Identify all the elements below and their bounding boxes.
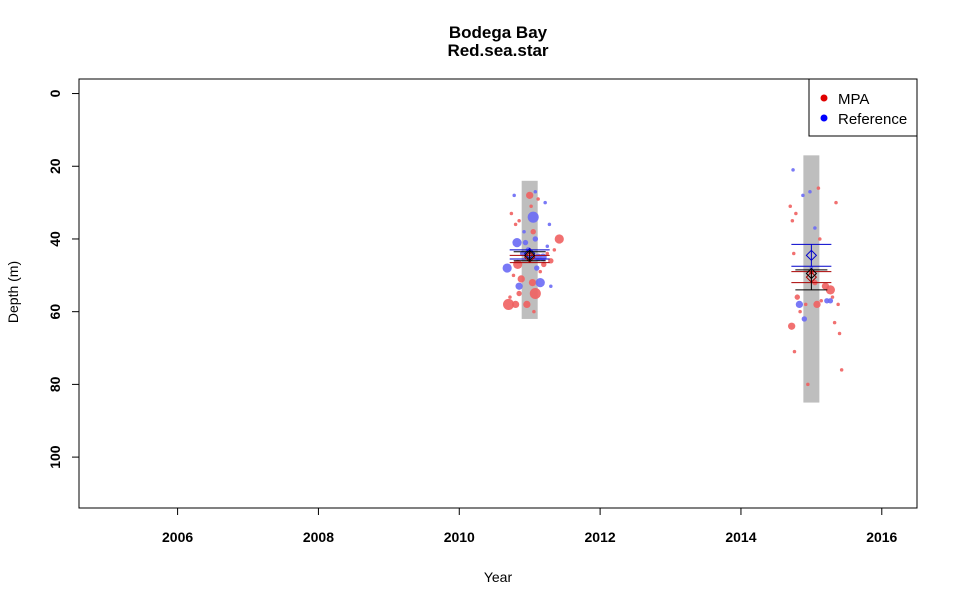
data-point xyxy=(837,331,842,336)
legend-box xyxy=(808,78,918,137)
data-point xyxy=(532,236,539,242)
data-point xyxy=(554,234,564,244)
data-point xyxy=(522,229,526,234)
data-point xyxy=(527,211,539,223)
y-tick-label: 60 xyxy=(47,304,63,320)
data-point xyxy=(792,251,796,256)
x-tick-label: 2008 xyxy=(303,529,334,545)
data-point xyxy=(532,309,536,314)
data-point xyxy=(830,295,835,299)
x-tick-label: 2006 xyxy=(162,529,193,545)
data-point xyxy=(788,204,792,208)
mean-marker xyxy=(805,267,818,280)
data-point xyxy=(511,300,520,309)
data-point xyxy=(806,382,810,387)
data-point xyxy=(819,299,823,303)
data-point xyxy=(515,282,523,290)
data-point xyxy=(549,284,553,288)
data-point xyxy=(803,302,808,307)
data-point xyxy=(836,302,840,307)
axes: 2006 2008 2010 2012 2014 2016 0 20 40 60 80 100 xyxy=(47,89,898,545)
mean-marker xyxy=(523,251,536,263)
data-point xyxy=(813,300,821,309)
y-tick-label: 40 xyxy=(47,231,63,247)
data-point xyxy=(818,237,822,241)
data-point xyxy=(543,200,547,205)
legend-reference-marker xyxy=(820,114,828,122)
data-point xyxy=(792,349,797,354)
data-point xyxy=(516,290,522,297)
chart-subtitle: Red.sea.star xyxy=(447,41,548,60)
data-point xyxy=(832,320,837,325)
data-point xyxy=(545,251,550,256)
data-point xyxy=(526,191,534,199)
data-point xyxy=(801,316,808,322)
data-point xyxy=(508,295,512,299)
data-point xyxy=(522,239,529,246)
y-tick-label: 20 xyxy=(47,158,63,174)
data-point xyxy=(536,197,540,201)
data-point xyxy=(503,298,515,310)
data-point xyxy=(513,222,518,227)
data-point xyxy=(534,265,540,271)
data-point xyxy=(535,277,545,288)
data-point xyxy=(827,298,834,304)
data-point xyxy=(813,226,817,230)
mean-marker xyxy=(523,249,536,262)
x-tick-label: 2014 xyxy=(725,529,756,545)
chart-title: Bodega Bay xyxy=(449,23,548,42)
data-point xyxy=(517,219,521,223)
data-point xyxy=(798,309,802,314)
mean-marker xyxy=(805,249,818,262)
data-point xyxy=(825,285,835,295)
plot-frame xyxy=(78,78,918,509)
x-tick-label: 2012 xyxy=(585,529,616,545)
data-point xyxy=(511,273,516,278)
data-point xyxy=(529,204,533,208)
data-point xyxy=(790,219,795,223)
data-point xyxy=(791,168,795,172)
data-point xyxy=(794,294,800,300)
data-point xyxy=(509,211,514,216)
data-point xyxy=(538,269,543,274)
data-point xyxy=(808,189,812,194)
data-point xyxy=(528,278,537,287)
data-point xyxy=(839,368,844,372)
plot-marks xyxy=(502,155,844,403)
data-point xyxy=(512,238,522,248)
data-point xyxy=(788,322,796,330)
data-point xyxy=(552,248,557,252)
data-point xyxy=(539,253,547,261)
data-point xyxy=(834,200,838,205)
data-point xyxy=(545,244,550,248)
data-point xyxy=(547,222,552,227)
data-point xyxy=(517,275,525,283)
y-tick-label: 100 xyxy=(47,445,63,469)
legend-mpa-marker xyxy=(820,94,828,102)
data-point xyxy=(816,186,821,190)
y-axis-label: Depth (m) xyxy=(5,261,21,323)
data-point xyxy=(512,193,516,198)
y-tick-label: 80 xyxy=(47,376,63,392)
data-point xyxy=(795,300,804,309)
x-tick-label: 2010 xyxy=(444,529,475,545)
legend-mpa-label: MPA xyxy=(838,91,869,108)
data-point xyxy=(801,193,805,198)
legend: MPA Reference xyxy=(808,78,918,137)
y-tick-label: 0 xyxy=(47,89,63,97)
data-point xyxy=(529,287,541,300)
legend-reference-label: Reference xyxy=(838,111,907,128)
data-point xyxy=(794,211,798,216)
data-point xyxy=(502,263,512,273)
x-axis-label: Year xyxy=(484,569,513,585)
data-point xyxy=(530,228,536,235)
data-point xyxy=(523,300,531,309)
data-point xyxy=(533,189,538,194)
x-tick-label: 2016 xyxy=(866,529,897,545)
